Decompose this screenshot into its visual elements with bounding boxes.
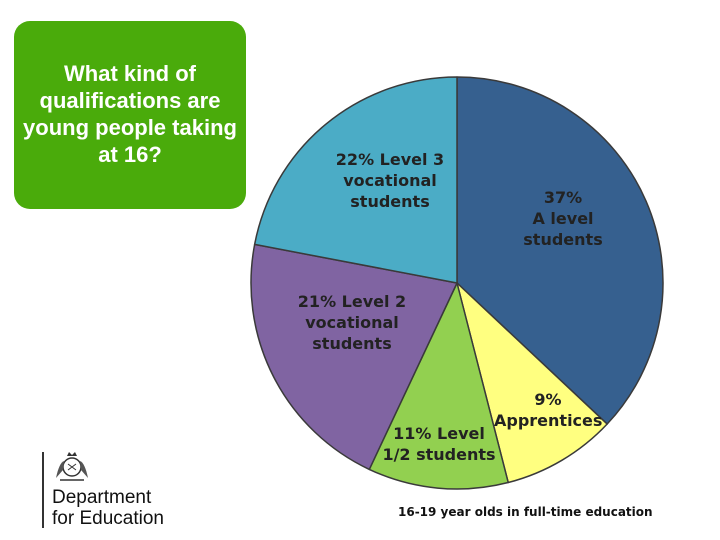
pie-slice-level-1-2 <box>368 282 509 490</box>
question-text: What kind of qualifications are young pe… <box>23 61 237 167</box>
slice-label-apprentices: 9% Apprentices <box>494 390 603 430</box>
slice-label-level-2-vocational: 21% Level 2 vocational students <box>297 292 407 353</box>
logo-text-line1: Department <box>52 487 152 508</box>
royal-crest-icon <box>56 452 88 481</box>
logo-text-line2: for Education <box>52 508 164 529</box>
chart-footnote: 16-19 year olds in full-time education <box>398 505 653 519</box>
pie-slice-level-3-vocational <box>253 76 458 284</box>
slice-label-level-1-2: 11% Level 1/2 students <box>382 424 496 464</box>
department-for-education-logo: Department for Education <box>42 450 192 530</box>
pie-slice-apprentices <box>456 282 608 484</box>
slice-label-a-level: 37% A level students <box>523 188 603 249</box>
logo-divider <box>42 452 44 528</box>
pie-slice-level-2-vocational <box>250 243 458 471</box>
pie-slice-a-level <box>456 76 664 425</box>
question-box: What kind of qualifications are young pe… <box>14 21 246 209</box>
slice-label-level-3-vocational: 22% Level 3 vocational students <box>335 150 445 211</box>
